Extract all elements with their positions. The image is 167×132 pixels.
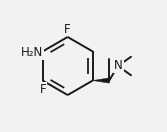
Text: H₂N: H₂N [21, 46, 43, 59]
Text: F: F [64, 23, 70, 36]
Text: N: N [114, 59, 123, 72]
Text: F: F [40, 83, 47, 96]
Polygon shape [93, 78, 109, 83]
